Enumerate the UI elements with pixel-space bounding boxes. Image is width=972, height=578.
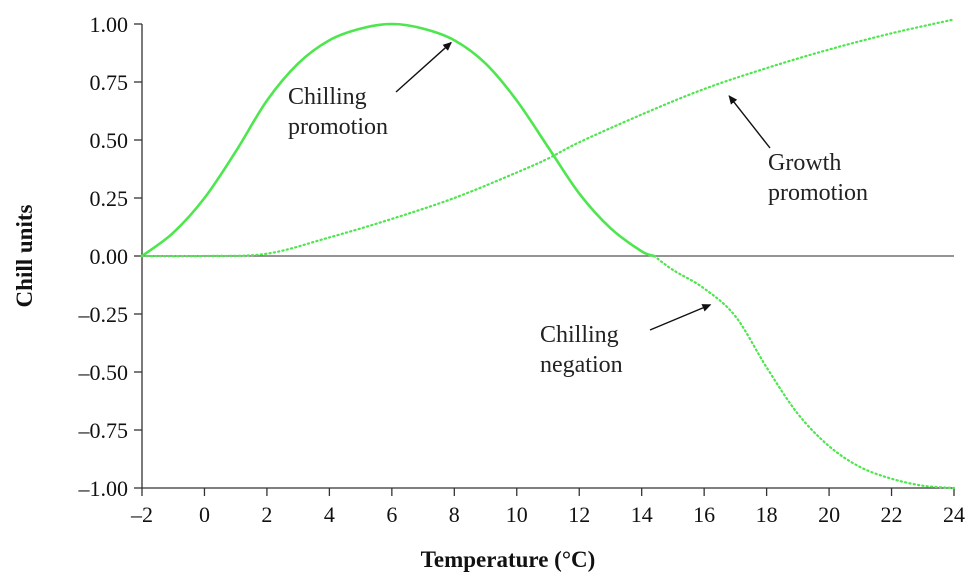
annotation-text: promotion xyxy=(768,180,868,206)
y-axis-ticks: 1.00 0.75 0.50 0.25 0.00 –0.25 –0.50 –0.75 –1.00 xyxy=(78,12,142,501)
annotation-text: Growth xyxy=(768,150,841,176)
annotation-text: negation xyxy=(540,352,623,378)
annotation-text: promotion xyxy=(288,114,388,140)
series-group xyxy=(140,18,956,490)
y-tick-label: 0.25 xyxy=(90,186,129,211)
x-axis-ticks: –2 0 2 4 6 8 10 12 14 16 18 20 22 24 xyxy=(130,488,965,527)
y-tick-label: –0.50 xyxy=(78,360,129,385)
annotation-arrow xyxy=(649,304,712,331)
x-axis-title: Temperature (°C) xyxy=(421,547,596,572)
x-tick-label: 2 xyxy=(261,502,272,527)
y-tick-label: –0.75 xyxy=(78,418,129,443)
annotation-text: Chilling xyxy=(288,84,367,110)
x-tick-label: 8 xyxy=(449,502,460,527)
x-tick-label: 24 xyxy=(943,502,965,527)
y-tick-label: –1.00 xyxy=(78,476,129,501)
x-tick-label: 4 xyxy=(324,502,335,527)
x-tick-label: 0 xyxy=(199,502,210,527)
x-tick-label: 20 xyxy=(818,502,840,527)
annotation-arrow xyxy=(728,95,771,149)
x-tick-label: 22 xyxy=(881,502,903,527)
y-tick-label: –0.25 xyxy=(78,302,129,327)
y-tick-label: 0.75 xyxy=(90,70,129,95)
x-tick-label: 10 xyxy=(506,502,528,527)
series-line-1 xyxy=(140,18,956,258)
x-tick-label: 16 xyxy=(693,502,715,527)
y-tick-label: 0.50 xyxy=(90,128,129,153)
y-tick-label: 1.00 xyxy=(90,12,129,37)
x-tick-label: 12 xyxy=(568,502,590,527)
x-tick-label: 18 xyxy=(756,502,778,527)
series-line-0 xyxy=(140,22,656,258)
series-line-2 xyxy=(653,254,956,490)
annotation-arrow xyxy=(395,41,452,93)
annotations: Chilling promotion Growth promotion Chilling… xyxy=(288,41,868,378)
y-axis-title: Chill units xyxy=(12,204,37,307)
x-tick-label: 6 xyxy=(386,502,397,527)
x-tick-label: 14 xyxy=(631,502,653,527)
annotation-text: Chilling xyxy=(540,322,619,348)
x-tick-label: –2 xyxy=(130,502,153,527)
y-tick-label: 0.00 xyxy=(90,244,129,269)
